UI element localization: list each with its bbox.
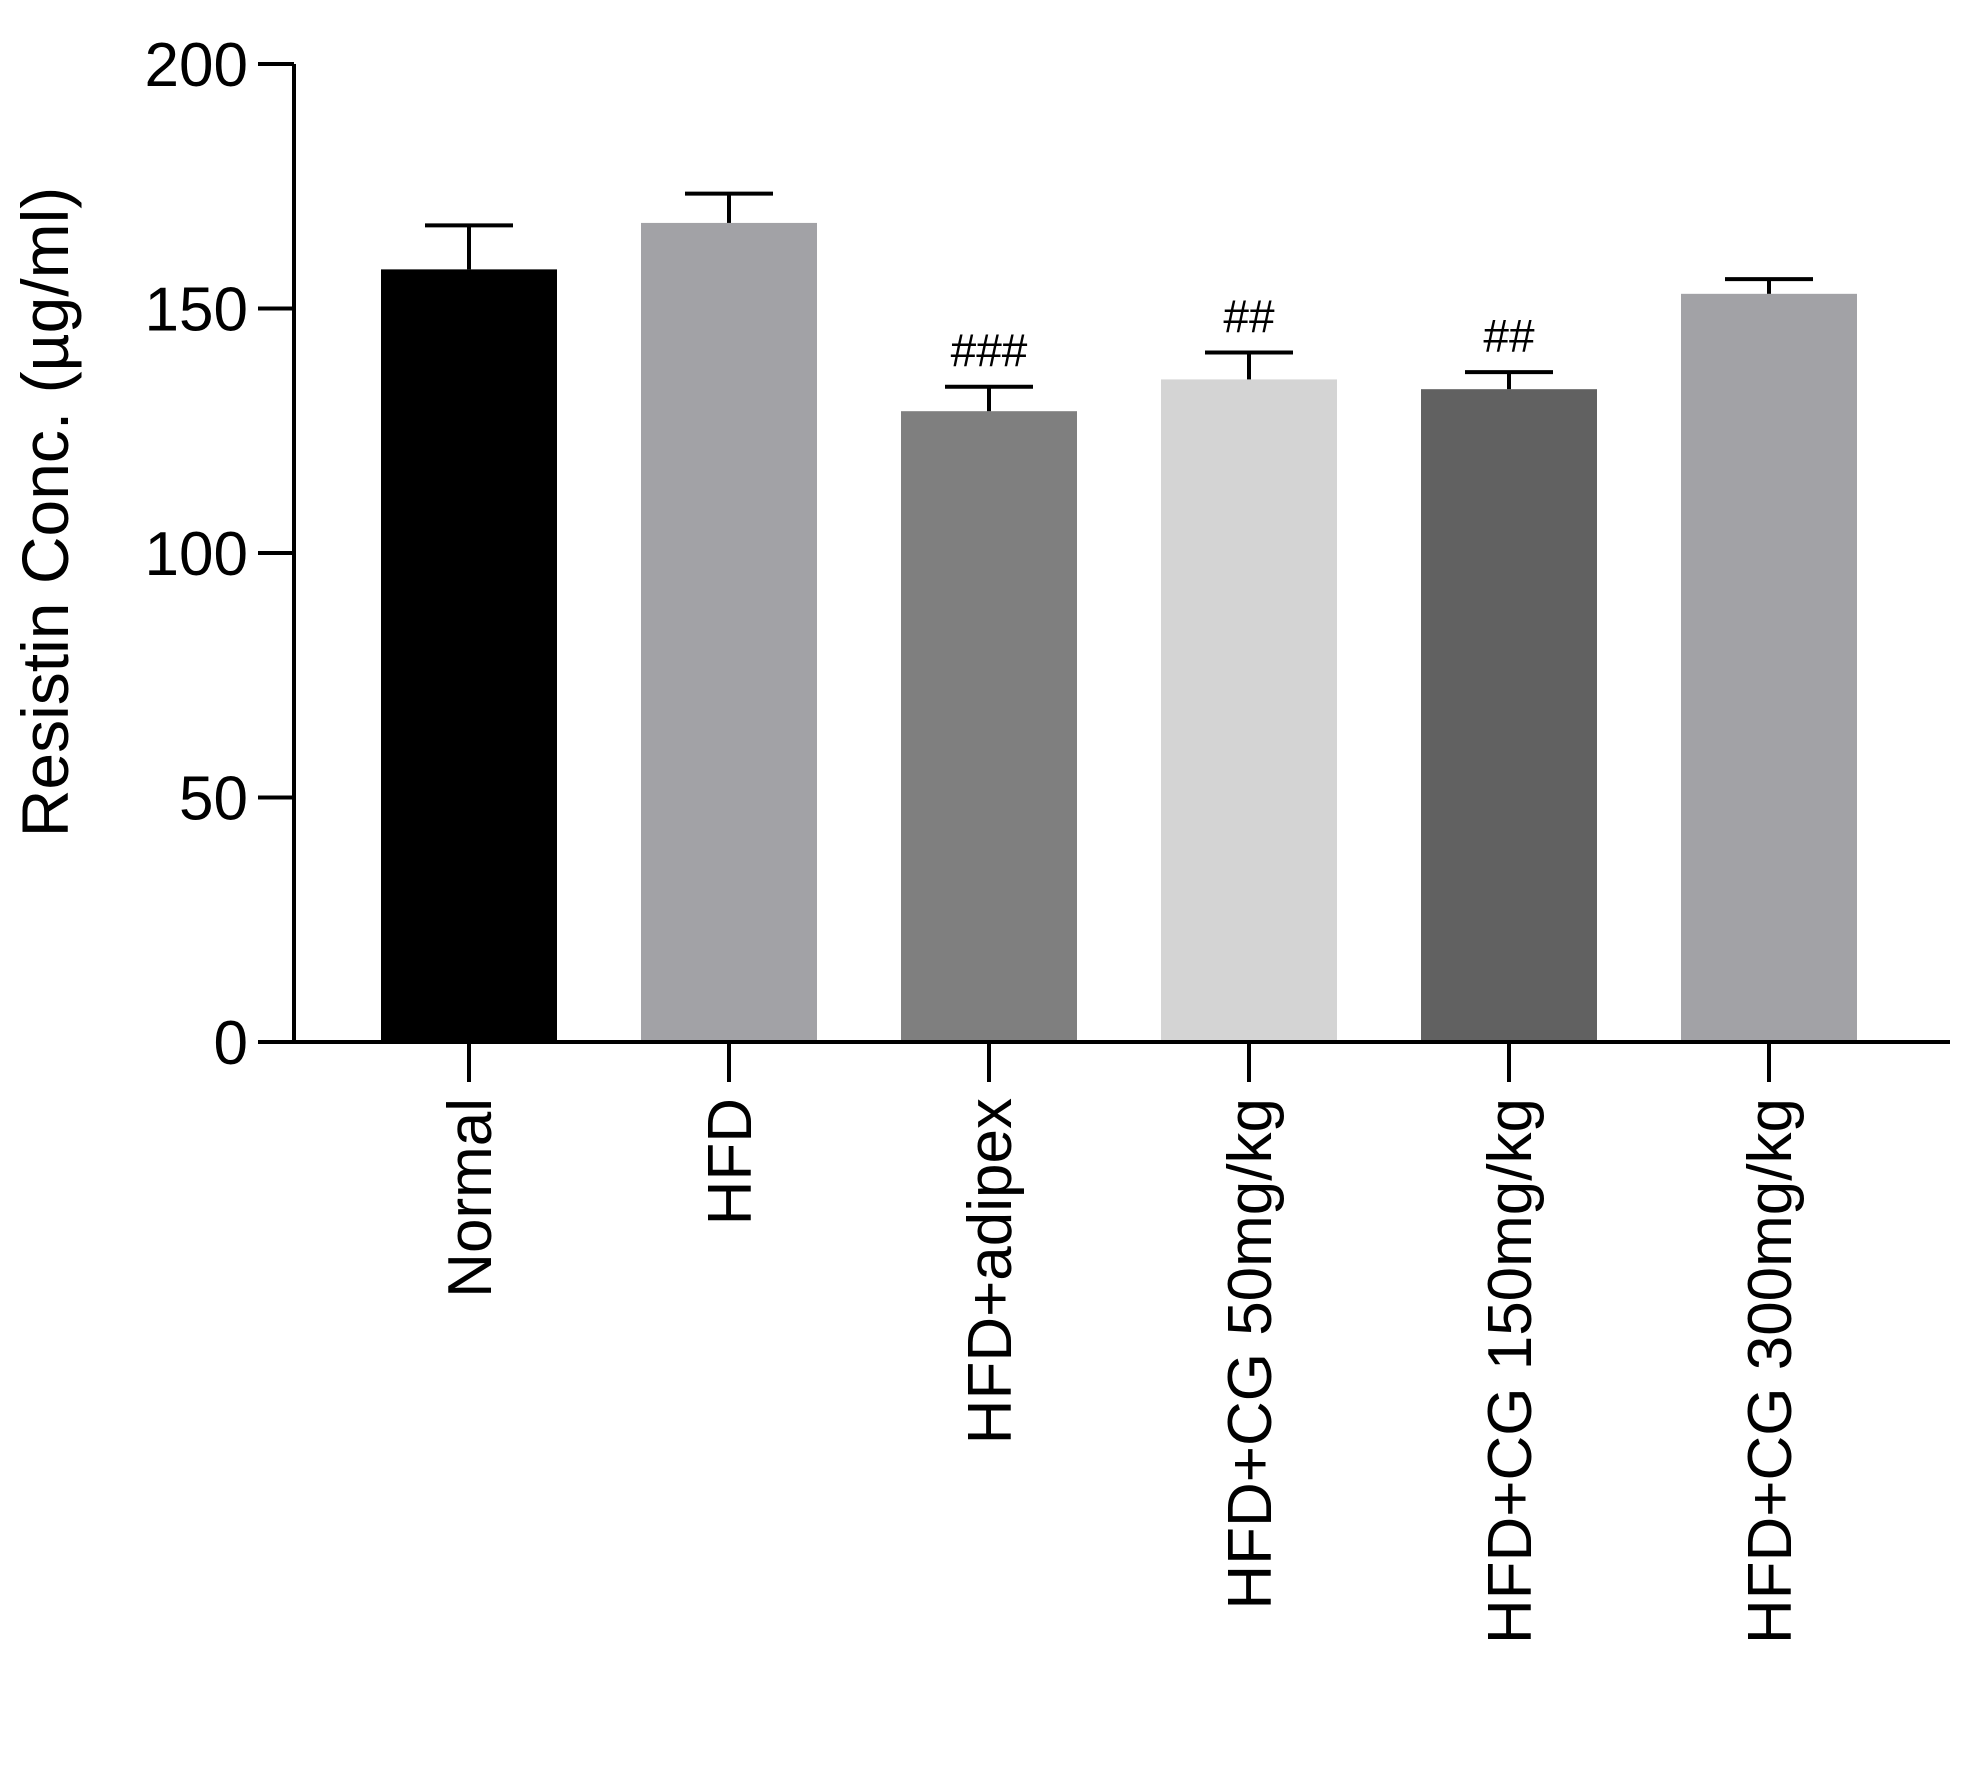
y-tick-label-3: 150	[145, 276, 248, 345]
x-tick-label-5: HFD+CG 300mg/kg	[1736, 1098, 1805, 1644]
annotations-layer: ##### ##	[951, 291, 1535, 377]
bar-1	[641, 222, 817, 1043]
bar-3	[1161, 379, 1337, 1042]
y-tick-label-1: 50	[179, 765, 248, 834]
error-bars-layer	[425, 191, 1813, 412]
y-tick-label-0: 0	[214, 1009, 248, 1078]
bar-4	[1421, 389, 1597, 1042]
y-axis-title: Resistin Conc. (µg/ml)	[8, 187, 82, 838]
y-tick-label-4: 200	[145, 31, 248, 100]
bar-5	[1681, 293, 1857, 1043]
bar-0	[381, 269, 557, 1042]
bar-2	[901, 411, 1077, 1042]
significance-mark-2: ###	[951, 325, 1028, 377]
x-tick-label-1: HFD	[696, 1098, 765, 1225]
bars-layer	[381, 222, 1857, 1043]
x-tick-label-4: HFD+CG 150mg/kg	[1476, 1098, 1545, 1644]
x-tick-label-2: HFD+adipex	[956, 1098, 1025, 1444]
x-tick-label-3: HFD+CG 50mg/kg	[1216, 1098, 1285, 1610]
significance-mark-3: ##	[1223, 291, 1275, 343]
x-tick-label-0: Normal	[436, 1098, 505, 1298]
y-tick-label-2: 100	[145, 520, 248, 589]
significance-mark-4: ##	[1483, 310, 1535, 362]
labels-layer: Normal HFD HFD+adipex HFD+CG 50mg/kg HFD+CG …	[145, 31, 1805, 1644]
axes-layer	[258, 62, 1950, 1082]
